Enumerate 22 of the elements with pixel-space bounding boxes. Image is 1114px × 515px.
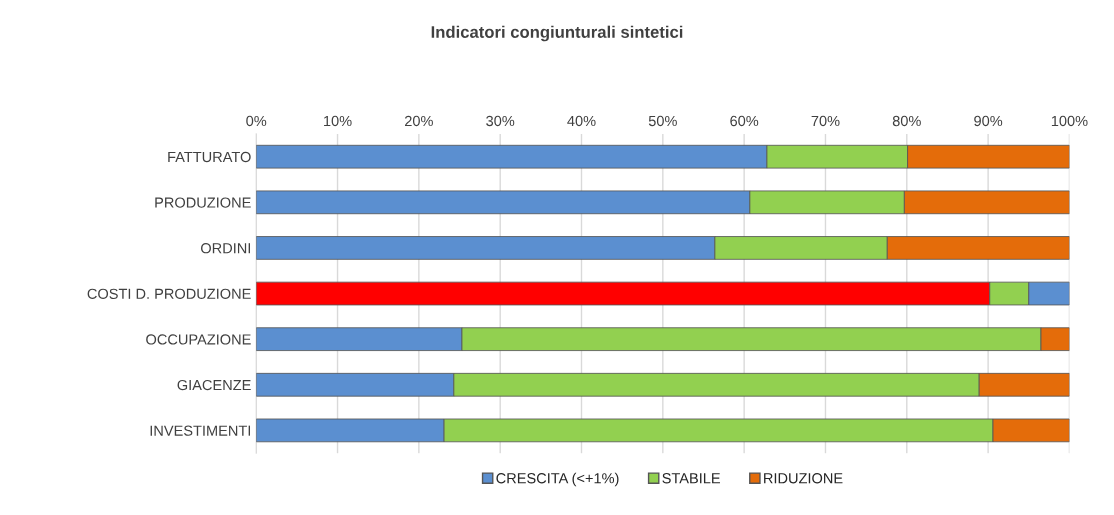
x-tick-label: 100%: [1051, 115, 1088, 127]
y-tick-label: INVESTIMENTI: [150, 425, 251, 436]
y-tick-label: PRODUZIONE: [155, 197, 251, 208]
x-tick-label: 30%: [486, 115, 515, 127]
legend-label: STABILE: [662, 473, 720, 484]
x-tick-label: 20%: [405, 115, 433, 127]
legend-label: CRESCITA (<+1%): [496, 472, 619, 487]
x-tick-label: 60%: [730, 115, 759, 127]
y-tick-label: COSTI D. PRODUZIONE: [87, 288, 251, 299]
chart-title: Indicatori congiunturali sintetici: [431, 25, 683, 42]
y-tick-label: ORDINI: [201, 243, 251, 254]
x-tick-label: 10%: [324, 115, 352, 127]
x-tick-label: 80%: [892, 115, 921, 127]
y-tick-label: GIACENZE: [177, 379, 251, 391]
x-tick-label: 0%: [246, 115, 267, 127]
y-tick-label: OCCUPAZIONE: [146, 334, 251, 345]
y-tick-label: FATTURATO: [168, 151, 251, 163]
x-tick-label: 50%: [648, 115, 677, 127]
x-tick-label: 40%: [567, 115, 596, 127]
x-tick-label: 70%: [811, 115, 840, 127]
legend-label: RIDUZIONE: [764, 473, 843, 484]
x-tick-label: 90%: [974, 115, 1003, 127]
